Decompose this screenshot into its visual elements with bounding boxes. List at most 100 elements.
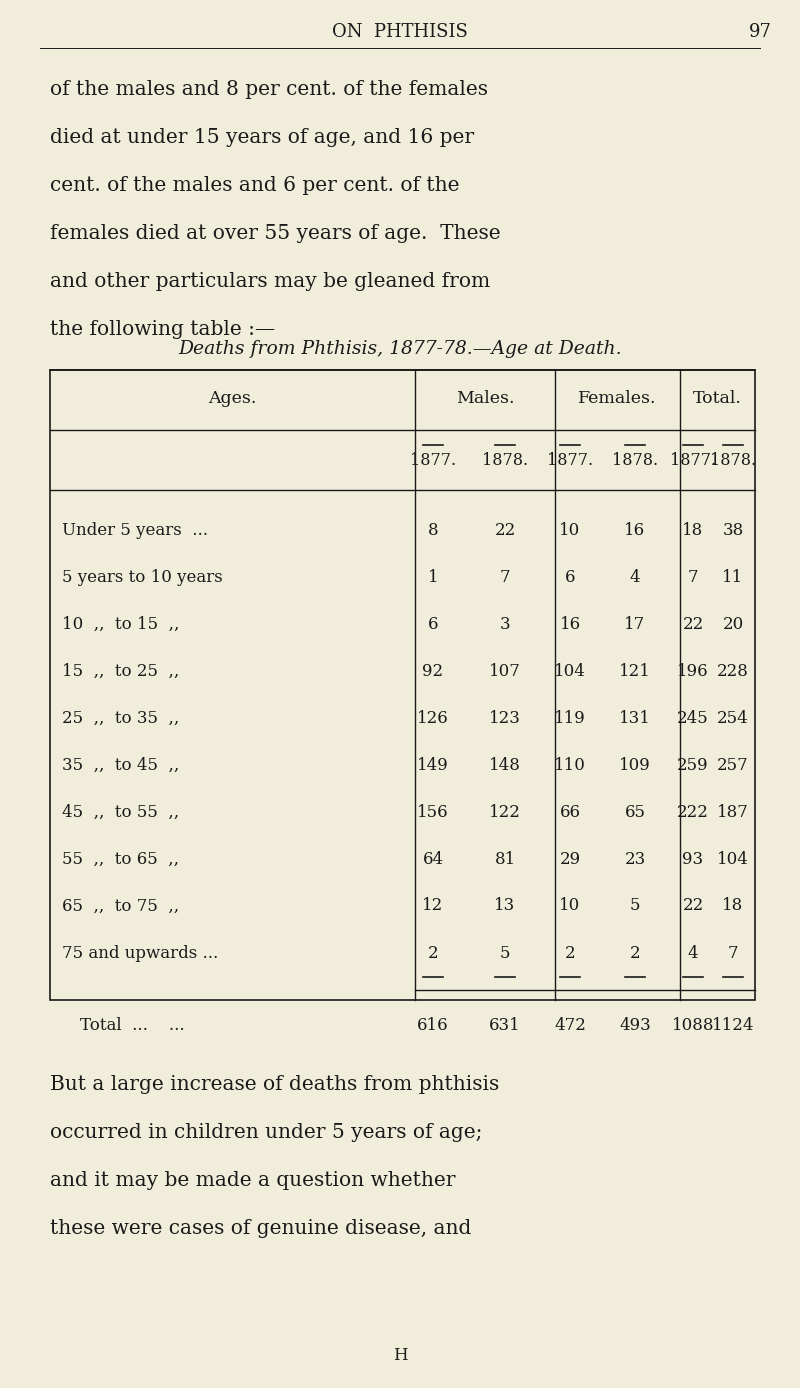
Text: 4: 4 (630, 569, 640, 586)
Text: 10  ,,  to 15  ,,: 10 ,, to 15 ,, (62, 615, 179, 633)
Text: 1877.: 1877. (547, 451, 593, 469)
Text: H: H (393, 1346, 407, 1363)
Text: 64: 64 (422, 851, 443, 868)
Text: Total  ...    ...: Total ... ... (80, 1016, 185, 1034)
Text: and other particulars may be gleaned from: and other particulars may be gleaned fro… (50, 272, 490, 291)
Text: 18: 18 (682, 522, 704, 539)
Text: 493: 493 (619, 1016, 651, 1034)
Text: the following table :—: the following table :— (50, 321, 275, 339)
Text: 121: 121 (619, 662, 651, 680)
Text: 81: 81 (494, 851, 516, 868)
Text: 97: 97 (749, 24, 771, 42)
Text: 55  ,,  to 65  ,,: 55 ,, to 65 ,, (62, 851, 179, 868)
Text: Males.: Males. (456, 390, 514, 407)
Text: 7: 7 (500, 569, 510, 586)
Text: 17: 17 (624, 615, 646, 633)
Text: 222: 222 (677, 804, 709, 820)
Text: 119: 119 (554, 709, 586, 726)
Text: 38: 38 (722, 522, 744, 539)
Text: 12: 12 (422, 898, 444, 915)
Text: occurred in children under 5 years of age;: occurred in children under 5 years of ag… (50, 1123, 482, 1142)
Text: 616: 616 (417, 1016, 449, 1034)
Text: 65: 65 (625, 804, 646, 820)
Text: 1877.: 1877. (410, 451, 456, 469)
Text: 25  ,,  to 35  ,,: 25 ,, to 35 ,, (62, 709, 179, 726)
Text: 1877.: 1877. (670, 451, 716, 469)
Text: died at under 15 years of age, and 16 per: died at under 15 years of age, and 16 pe… (50, 128, 474, 147)
Text: 259: 259 (677, 756, 709, 773)
Text: 5 years to 10 years: 5 years to 10 years (62, 569, 222, 586)
Text: 1878.: 1878. (612, 451, 658, 469)
Text: cent. of the males and 6 per cent. of the: cent. of the males and 6 per cent. of th… (50, 176, 459, 194)
Text: 22: 22 (682, 898, 704, 915)
Text: 187: 187 (717, 804, 749, 820)
Text: 15  ,,  to 25  ,,: 15 ,, to 25 ,, (62, 662, 179, 680)
Text: 11: 11 (722, 569, 744, 586)
Text: 92: 92 (422, 662, 443, 680)
Text: females died at over 55 years of age.  These: females died at over 55 years of age. Th… (50, 223, 501, 243)
Bar (50, 371, 755, 999)
Text: 5: 5 (500, 944, 510, 962)
Text: 66: 66 (559, 804, 581, 820)
Text: 149: 149 (417, 756, 449, 773)
Text: 257: 257 (717, 756, 749, 773)
Text: Females.: Females. (578, 390, 657, 407)
Text: 20: 20 (722, 615, 744, 633)
Text: 109: 109 (619, 756, 651, 773)
Text: 22: 22 (682, 615, 704, 633)
Text: 1: 1 (428, 569, 438, 586)
Text: 16: 16 (625, 522, 646, 539)
Text: 75 and upwards ...: 75 and upwards ... (62, 944, 218, 962)
Text: 123: 123 (489, 709, 521, 726)
Text: 1088: 1088 (672, 1016, 714, 1034)
Text: 1878.: 1878. (482, 451, 528, 469)
Text: 10: 10 (559, 898, 581, 915)
Text: 122: 122 (489, 804, 521, 820)
Text: 65  ,,  to 75  ,,: 65 ,, to 75 ,, (62, 898, 179, 915)
Text: 10: 10 (559, 522, 581, 539)
Text: 126: 126 (417, 709, 449, 726)
Text: 110: 110 (554, 756, 586, 773)
Text: 6: 6 (565, 569, 575, 586)
Text: ON  PHTHISIS: ON PHTHISIS (332, 24, 468, 42)
Text: 7: 7 (688, 569, 698, 586)
Text: 131: 131 (619, 709, 651, 726)
Text: 16: 16 (559, 615, 581, 633)
Text: 2: 2 (565, 944, 575, 962)
Text: 107: 107 (489, 662, 521, 680)
Text: 254: 254 (717, 709, 749, 726)
Text: 228: 228 (717, 662, 749, 680)
Text: 3: 3 (500, 615, 510, 633)
Text: 13: 13 (494, 898, 516, 915)
Text: But a large increase of deaths from phthisis: But a large increase of deaths from phth… (50, 1074, 499, 1094)
Text: 472: 472 (554, 1016, 586, 1034)
Text: 196: 196 (677, 662, 709, 680)
Text: 1878.: 1878. (710, 451, 756, 469)
Text: Ages.: Ages. (208, 390, 257, 407)
Text: 45  ,,  to 55  ,,: 45 ,, to 55 ,, (62, 804, 179, 820)
Text: 245: 245 (677, 709, 709, 726)
Text: 35  ,,  to 45  ,,: 35 ,, to 45 ,, (62, 756, 179, 773)
Text: and it may be made a question whether: and it may be made a question whether (50, 1171, 455, 1190)
Text: 93: 93 (682, 851, 703, 868)
Text: 22: 22 (494, 522, 516, 539)
Text: 29: 29 (559, 851, 581, 868)
Text: 4: 4 (688, 944, 698, 962)
Text: 8: 8 (428, 522, 438, 539)
Text: these were cases of genuine disease, and: these were cases of genuine disease, and (50, 1219, 471, 1238)
Text: 148: 148 (489, 756, 521, 773)
Text: Total.: Total. (693, 390, 742, 407)
Text: 18: 18 (722, 898, 744, 915)
Text: 5: 5 (630, 898, 640, 915)
Text: 104: 104 (717, 851, 749, 868)
Text: 6: 6 (428, 615, 438, 633)
Text: Under 5 years  ...: Under 5 years ... (62, 522, 208, 539)
Text: 7: 7 (728, 944, 738, 962)
Text: of the males and 8 per cent. of the females: of the males and 8 per cent. of the fema… (50, 81, 488, 99)
Text: Deaths from Phthisis, 1877-78.—Age at Death.: Deaths from Phthisis, 1877-78.—Age at De… (178, 340, 622, 358)
Text: 156: 156 (417, 804, 449, 820)
Text: 631: 631 (489, 1016, 521, 1034)
Text: 1124: 1124 (712, 1016, 754, 1034)
Text: 23: 23 (624, 851, 646, 868)
Text: 2: 2 (630, 944, 640, 962)
